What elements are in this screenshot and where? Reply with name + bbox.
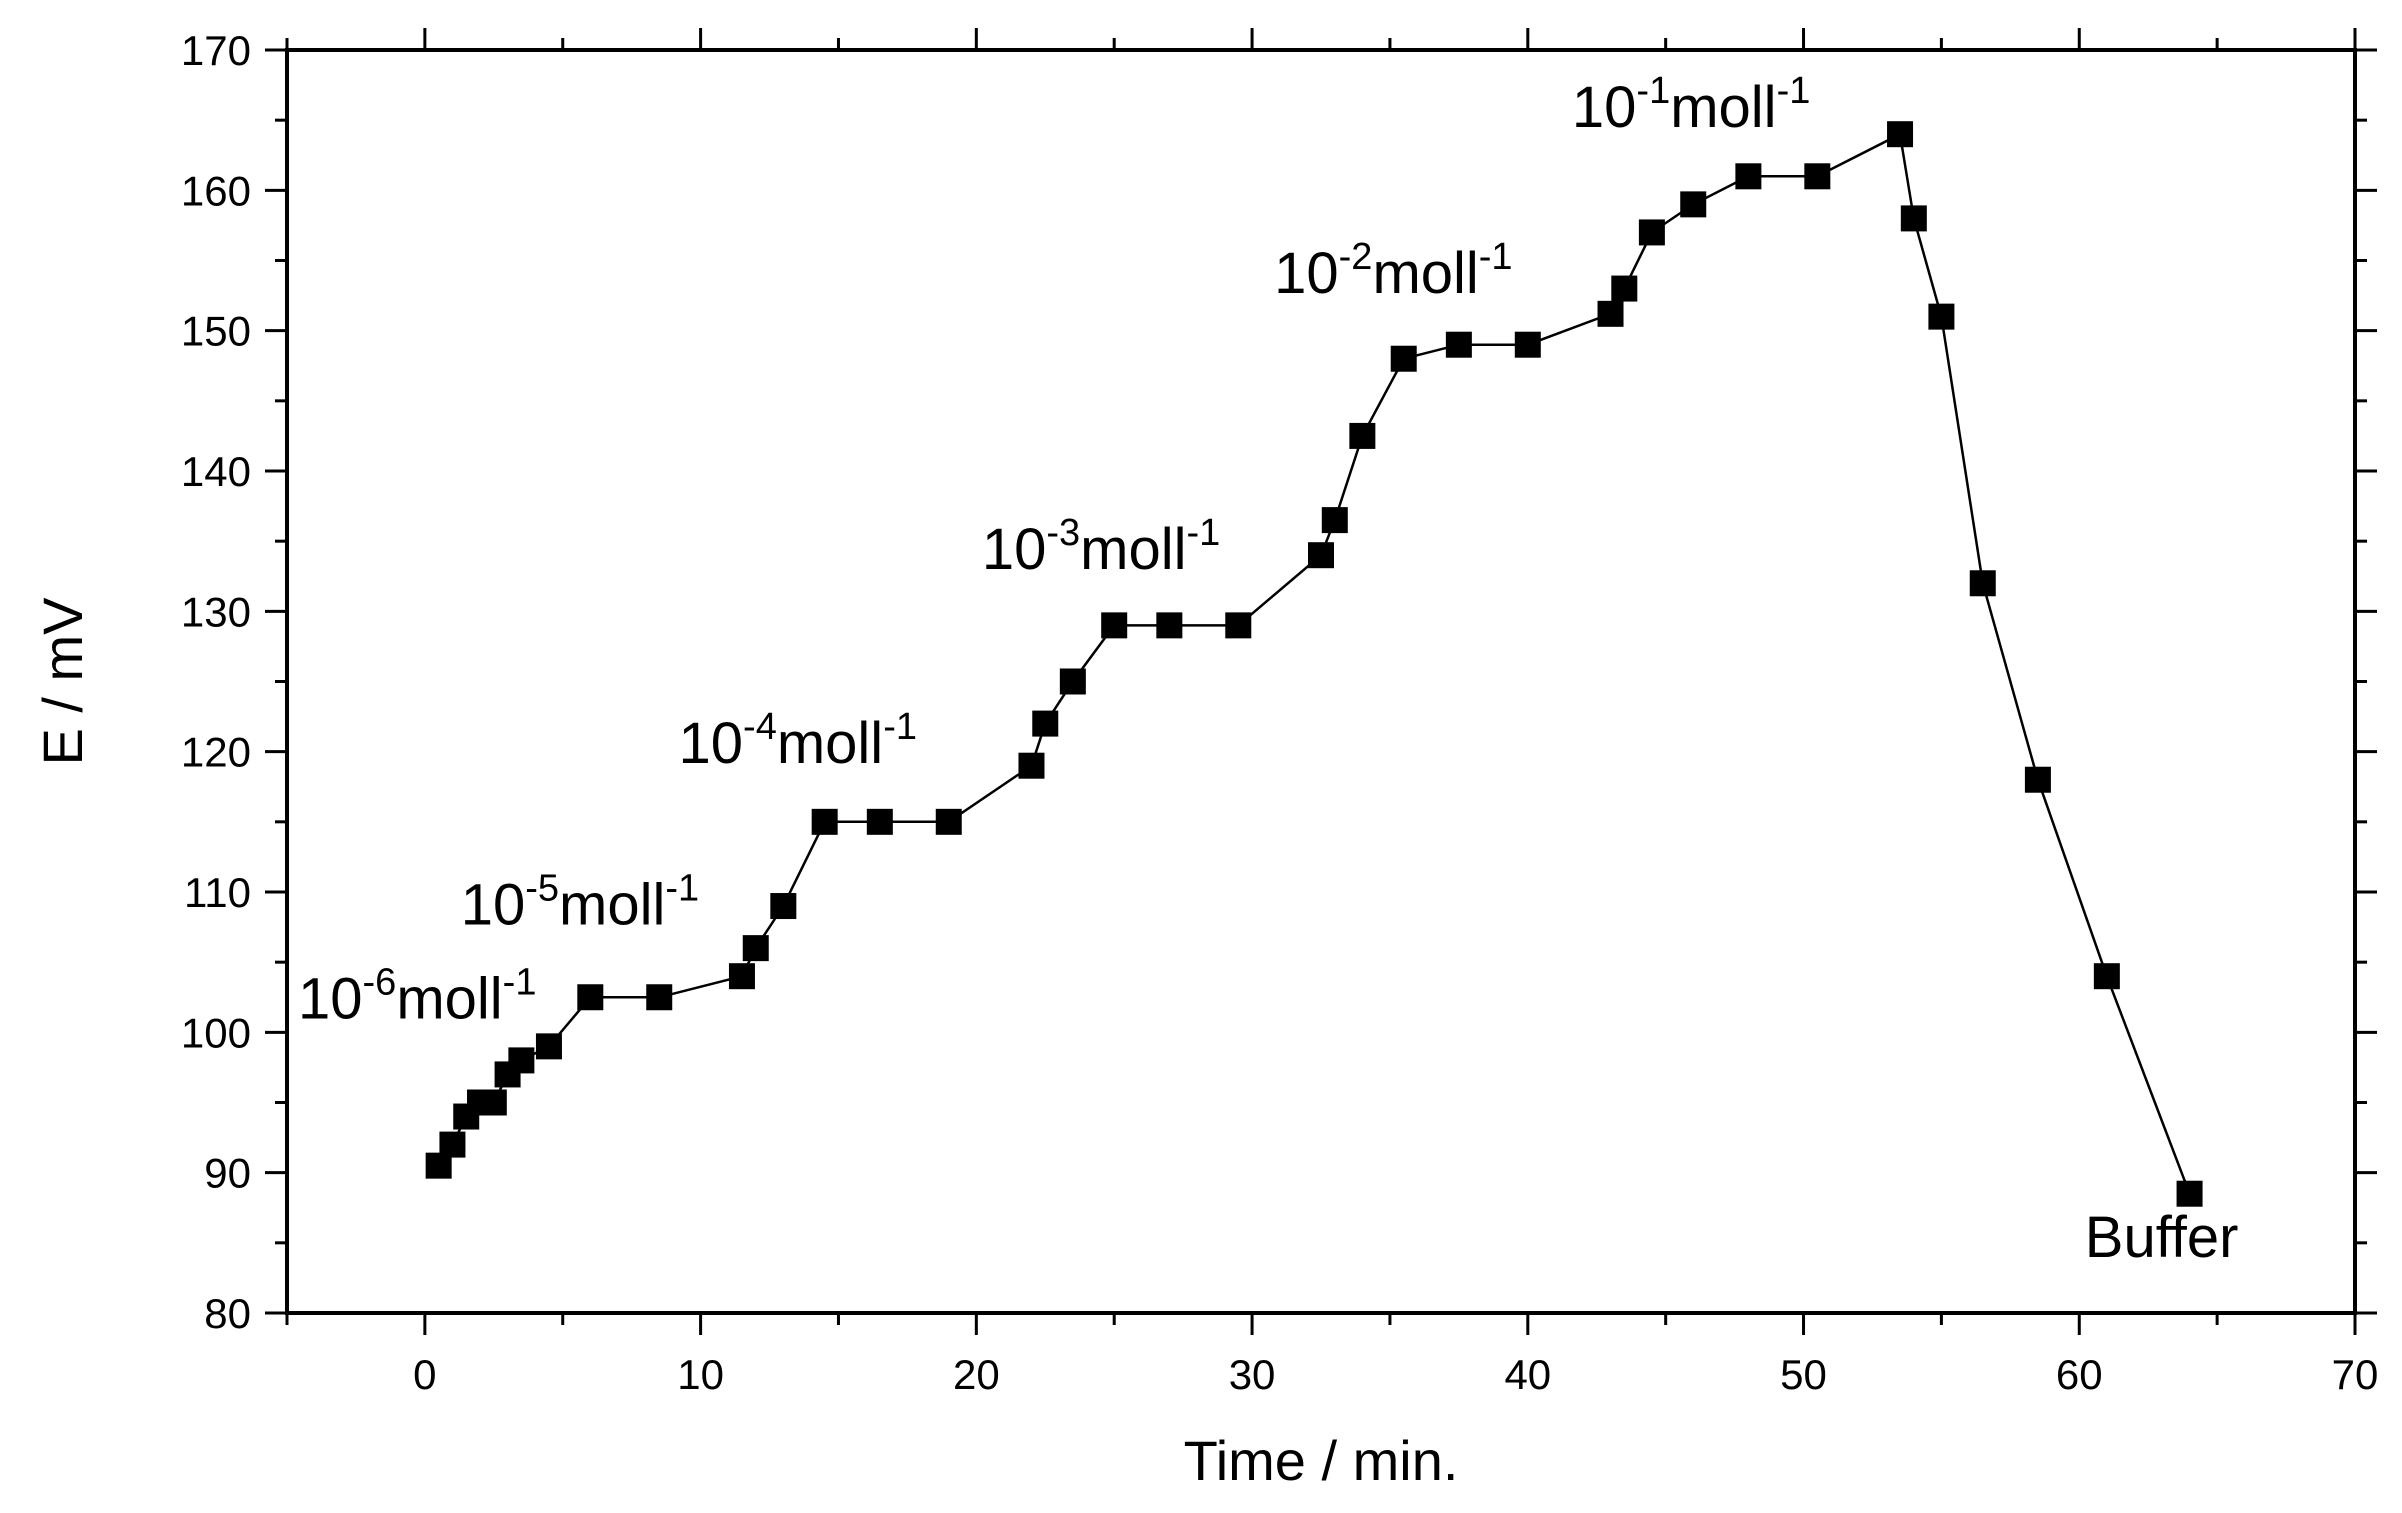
data-point (1514, 331, 1541, 358)
concentration-label: 10-1moll-1 (1572, 70, 1810, 140)
data-point (1321, 507, 1348, 534)
concentration-label: 10-2moll-1 (1274, 236, 1512, 306)
x-tick-label: 20 (953, 1351, 1000, 1398)
y-tick-label: 120 (181, 729, 251, 776)
x-tick-label: 0 (413, 1351, 436, 1398)
buffer-label: Buffer (2085, 1205, 2239, 1270)
data-series (425, 121, 2203, 1207)
concentration-label: 10-5moll-1 (461, 867, 699, 937)
data-point (935, 808, 962, 835)
concentration-label: 10-4moll-1 (679, 706, 917, 776)
data-point (2176, 1180, 2203, 1207)
y-tick-label: 100 (181, 1009, 251, 1056)
data-point (1969, 570, 1996, 597)
data-point (2024, 766, 2051, 793)
data-point (1445, 331, 1472, 358)
y-tick-label: 170 (181, 27, 251, 74)
y-axis-title: E / mV (31, 597, 94, 766)
data-point (1225, 612, 1252, 639)
axis-ticks: 0 10 20 30 40 50 60 70 80 90 100 110 120 130 140 150 160… (181, 27, 2378, 1398)
x-tick-label: 60 (2056, 1351, 2103, 1398)
data-point (1611, 275, 1638, 302)
data-point (1032, 710, 1059, 737)
data-point (439, 1131, 466, 1158)
data-point (1735, 163, 1762, 190)
data-point (1900, 205, 1927, 232)
concentration-label: 10-3moll-1 (982, 512, 1220, 582)
data-point (1390, 345, 1417, 372)
data-point (742, 935, 769, 962)
data-point (866, 808, 893, 835)
y-tick-label: 80 (204, 1290, 251, 1337)
x-tick-label: 40 (1504, 1351, 1551, 1398)
data-point (811, 808, 838, 835)
data-point (2093, 963, 2120, 990)
data-point (1101, 612, 1128, 639)
data-point (1059, 668, 1086, 695)
data-point (1928, 303, 1955, 330)
y-tick-label: 160 (181, 167, 251, 214)
data-point (577, 984, 604, 1011)
concentration-label: 10-6moll-1 (298, 961, 536, 1031)
x-axis-title: Time / min. (1184, 1429, 1459, 1492)
x-tick-label: 50 (1780, 1351, 1827, 1398)
y-tick-label: 140 (181, 448, 251, 495)
data-point (728, 963, 755, 990)
y-tick-label: 110 (184, 869, 251, 916)
y-tick-label: 150 (181, 308, 251, 355)
data-point (1597, 300, 1624, 327)
data-point (508, 1047, 535, 1074)
data-point (1349, 422, 1376, 449)
y-tick-label: 90 (204, 1150, 251, 1197)
data-point (1018, 752, 1045, 779)
data-point (480, 1089, 507, 1116)
data-point (1680, 191, 1707, 218)
data-point (1638, 219, 1665, 246)
x-tick-label: 10 (677, 1351, 724, 1398)
data-point (646, 984, 673, 1011)
concentration-annotations: 10-6moll-1 10-5moll-1 10-4moll-1 10-3moll-1… (298, 70, 2238, 1270)
x-tick-label: 30 (1229, 1351, 1276, 1398)
data-point (770, 893, 797, 920)
data-point (1887, 121, 1914, 148)
data-point (1804, 163, 1831, 190)
data-point (1308, 542, 1334, 569)
x-tick-label: 70 (2332, 1351, 2379, 1398)
data-point (1156, 612, 1183, 639)
y-tick-label: 130 (181, 588, 251, 635)
plot-area-frame (285, 48, 2357, 1315)
data-point (535, 1033, 562, 1060)
